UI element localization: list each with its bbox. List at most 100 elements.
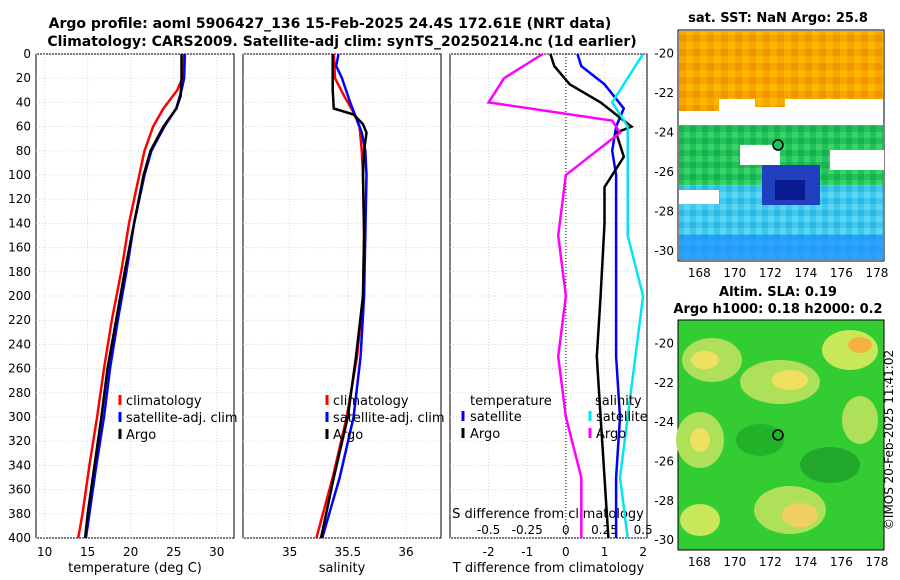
series-line-temperature-argo [549,53,634,539]
sst-warm-region-3 [755,99,785,107]
difference-panel: -2 -1 0 1 2 T difference from climatology S di… [449,52,653,576]
legend-title-salinity: salinity [595,394,642,409]
legend-label: satellite [596,410,648,425]
sla-title-line1: Altim. SLA: 0.19 [719,285,837,300]
map-y-tick-label: -26 [654,165,674,179]
sst-axes: 168 170 172 174 176 178 -20 -22 -24 -26 -28 -30 [654,47,888,280]
y-tick-label: 80 [16,144,31,158]
map-y-tick-label: -22 [654,376,674,390]
sla-argo-marker [772,429,784,441]
x-tick-label: -2 [483,545,495,559]
sla-blob [690,428,710,452]
figure-title-line2: Climatology: CARS2009. Satellite-adj cli… [47,34,636,50]
sst-gap-2 [830,150,884,170]
s-diff-tick-label: 0.5 [634,523,653,537]
y-tick-label: 320 [8,434,31,448]
y-tick-label: 0 [23,47,31,61]
sst-gap-3 [679,190,719,204]
map-x-tick-label: 168 [688,266,711,280]
map-x-tick-label: 174 [794,555,817,569]
map-x-tick-label: 178 [865,555,888,569]
map-y-tick-label: -28 [654,494,674,508]
map-x-tick-label: 170 [723,555,746,569]
y-tick-label: 220 [8,313,31,327]
legend-label: Argo [470,427,500,442]
map-y-tick-label: -20 [654,47,674,61]
x-tick-label: -1 [521,545,533,559]
map-x-tick-label: 176 [830,266,853,280]
x-axis-label: temperature (deg C) [68,561,202,576]
s-diff-tick-label: 0 [562,523,570,537]
legend-label: Argo [126,428,156,443]
map-y-tick-label: -26 [654,455,674,469]
series-line-argo [83,54,183,539]
y-tick-label: 20 [16,71,31,85]
y-tick-label: 300 [8,410,31,424]
map-x-tick-label: 168 [688,555,711,569]
sst-warm-region-2 [679,99,719,111]
series-line-salinity-satellite [610,53,645,539]
map-y-tick-label: -30 [654,533,674,547]
legend-label: satellite-adj. clim [333,411,445,426]
legend-title-temperature: temperature [470,394,552,409]
figure-title-line1: Argo profile: aoml 5906427_136 15-Feb-20… [49,16,612,32]
x-tick-label: 35.5 [334,545,361,559]
y-tick-label: 200 [8,289,31,303]
map-x-tick-label: 170 [723,266,746,280]
sla-map [676,319,885,551]
sst-darkest-region [775,180,805,200]
sst-warm-region [679,31,883,99]
x-tick-label: 20 [123,545,138,559]
y-tick-label: 140 [8,216,31,230]
y-tick-label: 400 [8,531,31,545]
y-tick-label: 60 [16,120,31,134]
series-line-salinity-argo [486,52,622,538]
sla-blob [772,370,808,390]
sla-blob [800,447,860,483]
y-tick-label: 180 [8,265,31,279]
y-tick-label: 160 [8,241,31,255]
map-x-tick-label: 176 [830,555,853,569]
map-y-tick-label: -20 [654,337,674,351]
x-tick-label: 2 [639,545,647,559]
x-tick-label: 30 [209,545,224,559]
sla-blob [691,351,719,369]
sla-blob [782,503,818,527]
y-tick-label: 260 [8,362,31,376]
s-diff-tick-label: -0.25 [512,523,543,537]
legend-label: Argo [333,428,363,443]
sst-gap [740,145,780,165]
series-line-satellite-adj-clim [320,53,368,539]
legend-label: satellite [470,410,522,425]
y-tick-label: 120 [8,192,31,206]
sst-map [677,29,885,262]
x-tick-label: 15 [80,545,95,559]
sla-blob [848,337,872,353]
map-x-tick-label: 172 [759,266,782,280]
map-y-tick-label: -28 [654,205,674,219]
sla-blob [842,396,878,444]
salinity-panel: 35 35.5 36 salinity climatology satellite-adj… [242,53,445,576]
y-tick-label: 240 [8,337,31,351]
series-line-argo [319,54,368,539]
legend-label: satellite-adj. clim [126,411,238,426]
map-x-tick-label: 174 [794,266,817,280]
legend-label: climatology [333,394,409,409]
y-tick-label: 340 [8,458,31,472]
y-tick-label: 380 [8,507,31,521]
sla-blob [736,424,784,456]
x-tick-label: 10 [37,545,52,559]
y-tick-label: 280 [8,386,31,400]
legend-label: climatology [126,394,202,409]
map-x-tick-label: 178 [865,266,888,280]
x-axis-label: salinity [319,561,366,576]
y-tick-label: 40 [16,95,31,109]
x-tick-label: 1 [601,545,609,559]
x-tick-label: 25 [166,545,181,559]
series-line-temperature-satellite [576,53,626,538]
y-tick-label: 100 [8,168,31,182]
sla-title-line2: Argo h1000: 0.18 h2000: 0.2 [673,302,882,317]
s-diff-axis-label: S difference from climatology [452,507,644,522]
x-axis-label: T difference from climatology [452,561,645,576]
